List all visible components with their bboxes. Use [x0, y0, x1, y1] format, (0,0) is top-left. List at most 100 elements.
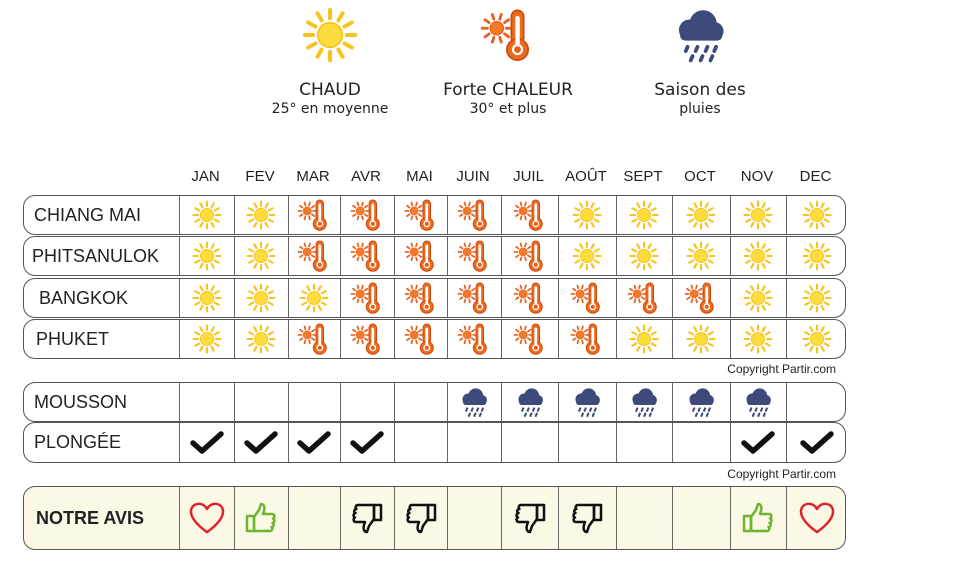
table-cell	[501, 237, 558, 275]
table-cell	[179, 237, 234, 275]
table-cell	[447, 320, 501, 358]
row-label: PHUKET	[36, 328, 110, 349]
table-cell	[234, 320, 288, 358]
sun-thermometer-icon	[297, 198, 331, 232]
table-cell	[730, 279, 786, 317]
check-icon	[350, 430, 384, 455]
table-cell	[179, 423, 234, 462]
sun-thermometer-icon	[404, 198, 438, 232]
rain-cloud-icon	[684, 385, 718, 419]
sun-icon	[230, 0, 430, 70]
table-cell	[288, 320, 340, 358]
table-row: PHUKET	[23, 319, 846, 359]
sun-thermometer-icon	[297, 322, 331, 356]
table-cell	[288, 423, 340, 462]
table-cell	[234, 196, 288, 234]
sun-icon	[743, 200, 773, 230]
row-label: NOTRE AVIS	[36, 507, 145, 528]
table-row: PLONGÉE	[23, 422, 846, 463]
row-label: BANGKOK	[39, 287, 129, 308]
legend-title: CHAUD	[299, 80, 361, 100]
sun-thermometer-icon	[350, 198, 384, 232]
legend-subtitle: 25° en moyenne	[271, 101, 389, 117]
table-cell	[394, 279, 447, 317]
check-icon	[189, 430, 224, 455]
month-label: MAR	[296, 168, 330, 185]
legend-title: Forte CHALEUR	[443, 80, 573, 100]
table-cell	[394, 423, 447, 462]
sun-thermometer-icon	[513, 322, 547, 356]
row-label: PHITSANULOK	[32, 245, 160, 266]
table-cell	[616, 487, 672, 549]
table-cell	[558, 196, 616, 234]
table-cell	[672, 196, 730, 234]
month-label: AOÛT	[565, 168, 607, 185]
table-row: MOUSSON	[23, 382, 846, 422]
table-cell	[730, 383, 786, 421]
month-label: JUIL	[513, 168, 544, 185]
table-cell	[340, 237, 394, 275]
heart-icon	[188, 501, 226, 535]
table-row: BANGKOK	[23, 278, 846, 318]
sun-icon	[686, 200, 716, 230]
table-cell	[616, 320, 672, 358]
table-cell	[616, 237, 672, 275]
sun-thermometer-icon	[513, 239, 547, 273]
check-icon	[297, 430, 331, 455]
month-label: OCT	[684, 168, 716, 185]
sun-thermometer-icon	[404, 281, 438, 315]
table-cell	[616, 279, 672, 317]
table-cell	[501, 487, 558, 549]
table-cell	[501, 423, 558, 462]
month-label: JAN	[191, 168, 220, 185]
table-cell	[672, 237, 730, 275]
table-cell	[786, 423, 845, 462]
legend-subtitle: 30° et plus	[469, 101, 547, 117]
table-row: PHITSANULOK	[23, 236, 846, 276]
sun-thermometer-icon	[570, 322, 604, 356]
sun-thermometer-icon	[350, 322, 384, 356]
table-cell	[288, 487, 340, 549]
table-cell	[616, 196, 672, 234]
rain-cloud-icon	[627, 385, 661, 419]
sun-icon	[246, 241, 276, 271]
legend-title: Saison des	[654, 80, 746, 100]
table-cell	[447, 487, 501, 549]
table-cell	[340, 196, 394, 234]
legend-subtitle: pluies	[679, 101, 721, 117]
table-cell	[394, 237, 447, 275]
thumbs-down-icon	[350, 501, 384, 535]
sun-thermometer-icon	[457, 322, 491, 356]
table-cell	[558, 487, 616, 549]
table-cell	[340, 423, 394, 462]
table-cell	[234, 383, 288, 421]
table-cell	[179, 487, 234, 549]
check-icon	[741, 430, 775, 455]
sun-thermometer-icon	[570, 281, 604, 315]
table-cell	[394, 196, 447, 234]
check-icon	[244, 430, 278, 455]
month-label: AVR	[351, 168, 381, 185]
thumbs-down-icon	[404, 501, 438, 535]
month-label: JUIN	[456, 168, 490, 185]
sun-icon	[801, 200, 832, 230]
table-cell	[340, 383, 394, 421]
sun-thermometer-icon	[457, 239, 491, 273]
table-cell	[179, 279, 234, 317]
sun-icon	[191, 283, 222, 313]
sun-thermometer-icon	[457, 281, 491, 315]
sun-icon	[801, 324, 832, 354]
month-label: NOV	[740, 168, 774, 185]
sun-thermometer-icon	[350, 281, 384, 315]
thumbs-down-icon	[570, 501, 604, 535]
row-label: CHIANG MAI	[34, 204, 142, 225]
table-cell	[234, 279, 288, 317]
table-cell	[786, 196, 845, 234]
sun-icon	[686, 324, 716, 354]
table-cell	[234, 237, 288, 275]
sun-icon	[629, 241, 659, 271]
sun-thermometer-icon	[297, 239, 331, 273]
sun-icon	[191, 241, 222, 271]
sun-thermometer-icon	[404, 239, 438, 273]
sun-thermometer-icon	[684, 281, 718, 315]
